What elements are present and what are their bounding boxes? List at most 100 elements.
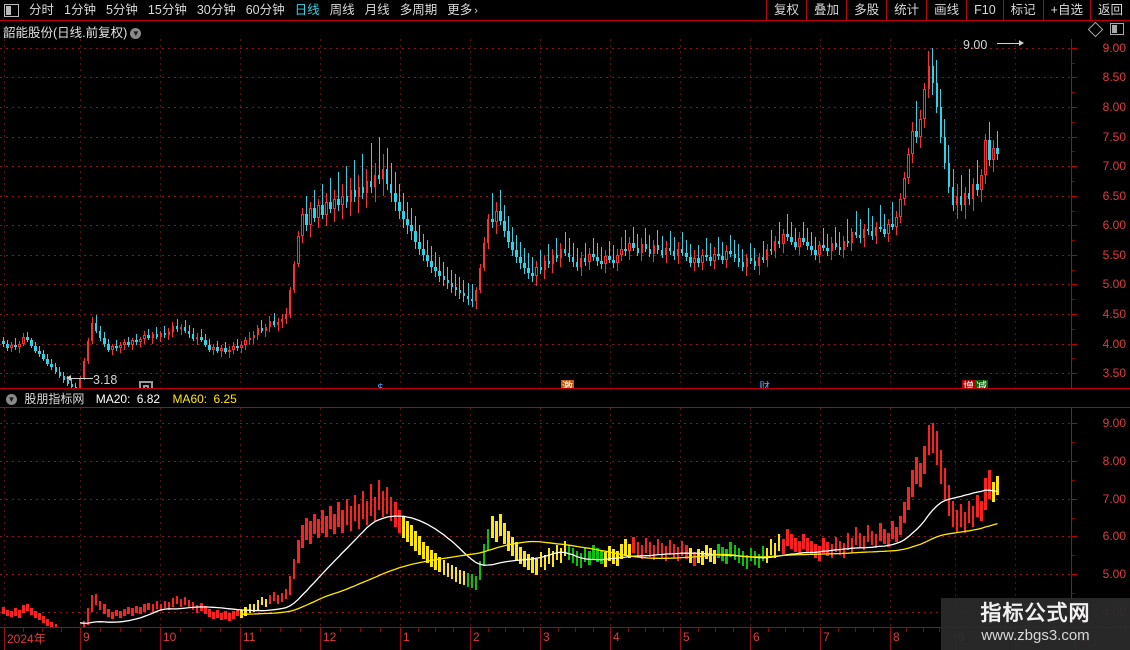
indicator-bar [798, 540, 801, 556]
indicator-bar [519, 546, 522, 565]
period-15min[interactable]: 15分钟 [147, 3, 187, 17]
button-return[interactable]: 返回 [1089, 0, 1130, 20]
candlestick [491, 39, 494, 388]
candlestick [115, 39, 118, 388]
candlestick [50, 39, 53, 388]
indicator-bar [345, 498, 349, 526]
x-axis-separator [890, 628, 891, 650]
indicator-bar [466, 573, 470, 587]
candlestick [927, 39, 930, 388]
indicator-bar [187, 599, 191, 609]
indicator-bar [394, 502, 397, 527]
indicator-bar [313, 513, 316, 535]
price-vgridline [80, 39, 81, 388]
button-tongji[interactable]: 统计 [886, 0, 926, 20]
chevron-down-icon[interactable]: ▼ [6, 394, 17, 405]
indicator-bar [854, 526, 858, 545]
candlestick [798, 39, 801, 388]
period-5min[interactable]: 5分钟 [105, 3, 138, 17]
indicator-bar [2, 607, 5, 614]
period-1min[interactable]: 1分钟 [64, 3, 96, 17]
candlestick [895, 39, 898, 388]
candlestick [292, 39, 296, 388]
candlestick [94, 39, 98, 388]
candlestick [410, 39, 413, 388]
price-chart-panel[interactable]: 9.00 3.18 $ 激 财 增减 9.00 8.50 8.00 7.50 7.00 6.50 6.… [0, 39, 1130, 389]
candlestick [632, 39, 635, 388]
indicator-bar [842, 543, 846, 558]
x-axis-label: 7 [823, 630, 830, 644]
indicator-bar [826, 541, 829, 556]
stock-title[interactable]: 韶能股份(日线.前复权) ▼ [3, 22, 142, 41]
button-biaoji[interactable]: 标记 [1002, 0, 1043, 20]
candlestick [919, 39, 922, 388]
candlestick [155, 39, 159, 388]
candlestick [268, 39, 272, 388]
candlestick [842, 39, 846, 388]
price-axis-label: 8.50 [1102, 70, 1126, 85]
indicator-bar [482, 543, 486, 566]
x-axis-tick [340, 628, 341, 632]
indicator-bar [935, 430, 939, 465]
x-axis-label: 10 [163, 630, 177, 644]
price-gridline [0, 77, 1071, 78]
x-axis-separator [610, 628, 611, 650]
indicator-bar [931, 423, 935, 454]
indicator-bar [90, 594, 94, 612]
candlestick [786, 39, 789, 388]
candlestick [810, 39, 813, 388]
title-row-icons [1087, 21, 1124, 37]
marker-jian[interactable]: 减 [975, 380, 988, 388]
candlestick [519, 39, 522, 388]
price-axis-label: 5.50 [1102, 247, 1126, 262]
candlestick [187, 39, 191, 388]
period-multi[interactable]: 多周期 [399, 3, 438, 17]
period-fenshi[interactable]: 分时 [29, 3, 55, 17]
candlestick [773, 39, 777, 388]
price-vgridline [160, 39, 161, 388]
period-60min[interactable]: 60分钟 [245, 3, 285, 17]
marker-ji[interactable]: 激 [561, 380, 574, 388]
indicator-bar [786, 528, 789, 547]
marker-cai[interactable]: 财 [759, 380, 770, 388]
button-add-favorite[interactable]: +自选 [1042, 0, 1090, 20]
x-axis-label: 3 [543, 630, 550, 644]
candlestick [583, 39, 587, 388]
button-diejia[interactable]: 叠加 [806, 0, 846, 20]
marker-grey-square[interactable] [139, 381, 153, 388]
candlestick [204, 39, 207, 388]
price-vgridline [610, 39, 611, 388]
marker-zeng[interactable]: 增 [962, 380, 975, 388]
window-split-icon[interactable] [1110, 23, 1124, 35]
indicator-bar [410, 525, 413, 546]
period-30min[interactable]: 30分钟 [196, 3, 236, 17]
candlestick [426, 39, 429, 388]
indicator-chart-panel[interactable]: 9.008.007.006.005.004.00 [0, 408, 1130, 632]
period-weekly[interactable]: 周线 [329, 3, 355, 17]
price-plot-area[interactable]: 9.00 3.18 $ 激 财 增减 [0, 39, 1071, 388]
period-more[interactable]: 更多 › [442, 0, 483, 20]
window-split-icon[interactable] [4, 3, 19, 17]
button-huaxian[interactable]: 画线 [926, 0, 966, 20]
price-axis-minor-tick [1072, 329, 1075, 330]
x-axis-tick [120, 628, 121, 632]
marker-s[interactable]: $ [377, 381, 384, 388]
button-duogu[interactable]: 多股 [846, 0, 886, 20]
x-axis-tick [418, 628, 419, 632]
indicator-bar [418, 536, 421, 556]
indicator-bar [846, 532, 850, 550]
button-fuquan[interactable]: 复权 [766, 0, 806, 20]
indicator-bar [685, 545, 688, 560]
ma20-value: 6.82 [136, 392, 161, 406]
price-axis-tick [1072, 107, 1077, 108]
indicator-plot-area[interactable] [0, 408, 1071, 627]
diamond-icon[interactable] [1087, 21, 1104, 37]
period-monthly[interactable]: 月线 [364, 3, 390, 17]
button-f10[interactable]: F10 [966, 0, 1003, 20]
period-daily[interactable]: 日线 [294, 3, 320, 17]
indicator-bar [337, 502, 340, 527]
indicator-bar [741, 551, 745, 566]
indicator-bar [458, 569, 462, 584]
x-axis-separator [4, 628, 5, 650]
chevron-down-icon[interactable]: ▼ [130, 28, 142, 39]
